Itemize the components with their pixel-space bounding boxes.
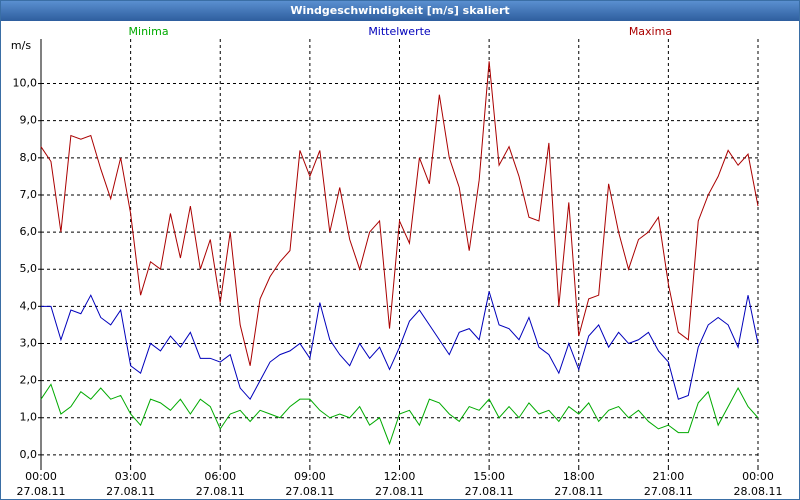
x-tick-label: 03:00 27.08.11 bbox=[106, 470, 156, 498]
data-line bbox=[40, 61, 759, 366]
x-tick-label: 12:00 27.08.11 bbox=[375, 470, 424, 498]
y-tick-label: 9,0 bbox=[20, 114, 38, 127]
data-line bbox=[40, 383, 759, 446]
y-axis-label: m/s bbox=[11, 39, 31, 52]
y-tick-label: 1,0 bbox=[20, 411, 38, 424]
legend-entry: Maxima bbox=[629, 25, 672, 38]
x-tick-label: 00:00 27.08.11 bbox=[16, 470, 66, 498]
x-tick-label: 18:00 27.08.11 bbox=[554, 470, 604, 498]
y-tick-label: 5,0 bbox=[20, 262, 38, 275]
y-tick-label: 4,0 bbox=[20, 299, 38, 312]
y-tick-label: 2,0 bbox=[20, 374, 38, 387]
x-tick-label: 15:00 27.08.11 bbox=[464, 470, 514, 498]
y-tick-label: 7,0 bbox=[20, 188, 38, 201]
x-tick-label: 09:00 27.08.11 bbox=[285, 470, 335, 498]
data-line bbox=[41, 291, 759, 401]
chart: m/s 0,0 1,0 2,0 3,0 4,0 5,0 6,0 7,0 8,0 9,0 10,0 Mi… bbox=[11, 25, 759, 470]
chart-title: Windgeschwindigkeit [m/s] skaliert bbox=[1, 1, 799, 21]
y-tick-label: 0,0 bbox=[20, 448, 38, 461]
legend-entry: Mittelwerte bbox=[368, 25, 431, 38]
legend-entry: Minima bbox=[129, 25, 169, 38]
y-tick-label: 6,0 bbox=[20, 225, 38, 238]
y-tick-label: 8,0 bbox=[20, 151, 38, 164]
y-tick-label: 10,0 bbox=[13, 77, 38, 90]
x-tick-label: 00:00 28.08.11 bbox=[733, 470, 783, 498]
y-tick-label: 3,0 bbox=[20, 336, 38, 349]
x-tick-label: 06:00 27.08.11 bbox=[195, 470, 245, 498]
x-tick-label: 21:00 27.08.11 bbox=[643, 470, 693, 498]
